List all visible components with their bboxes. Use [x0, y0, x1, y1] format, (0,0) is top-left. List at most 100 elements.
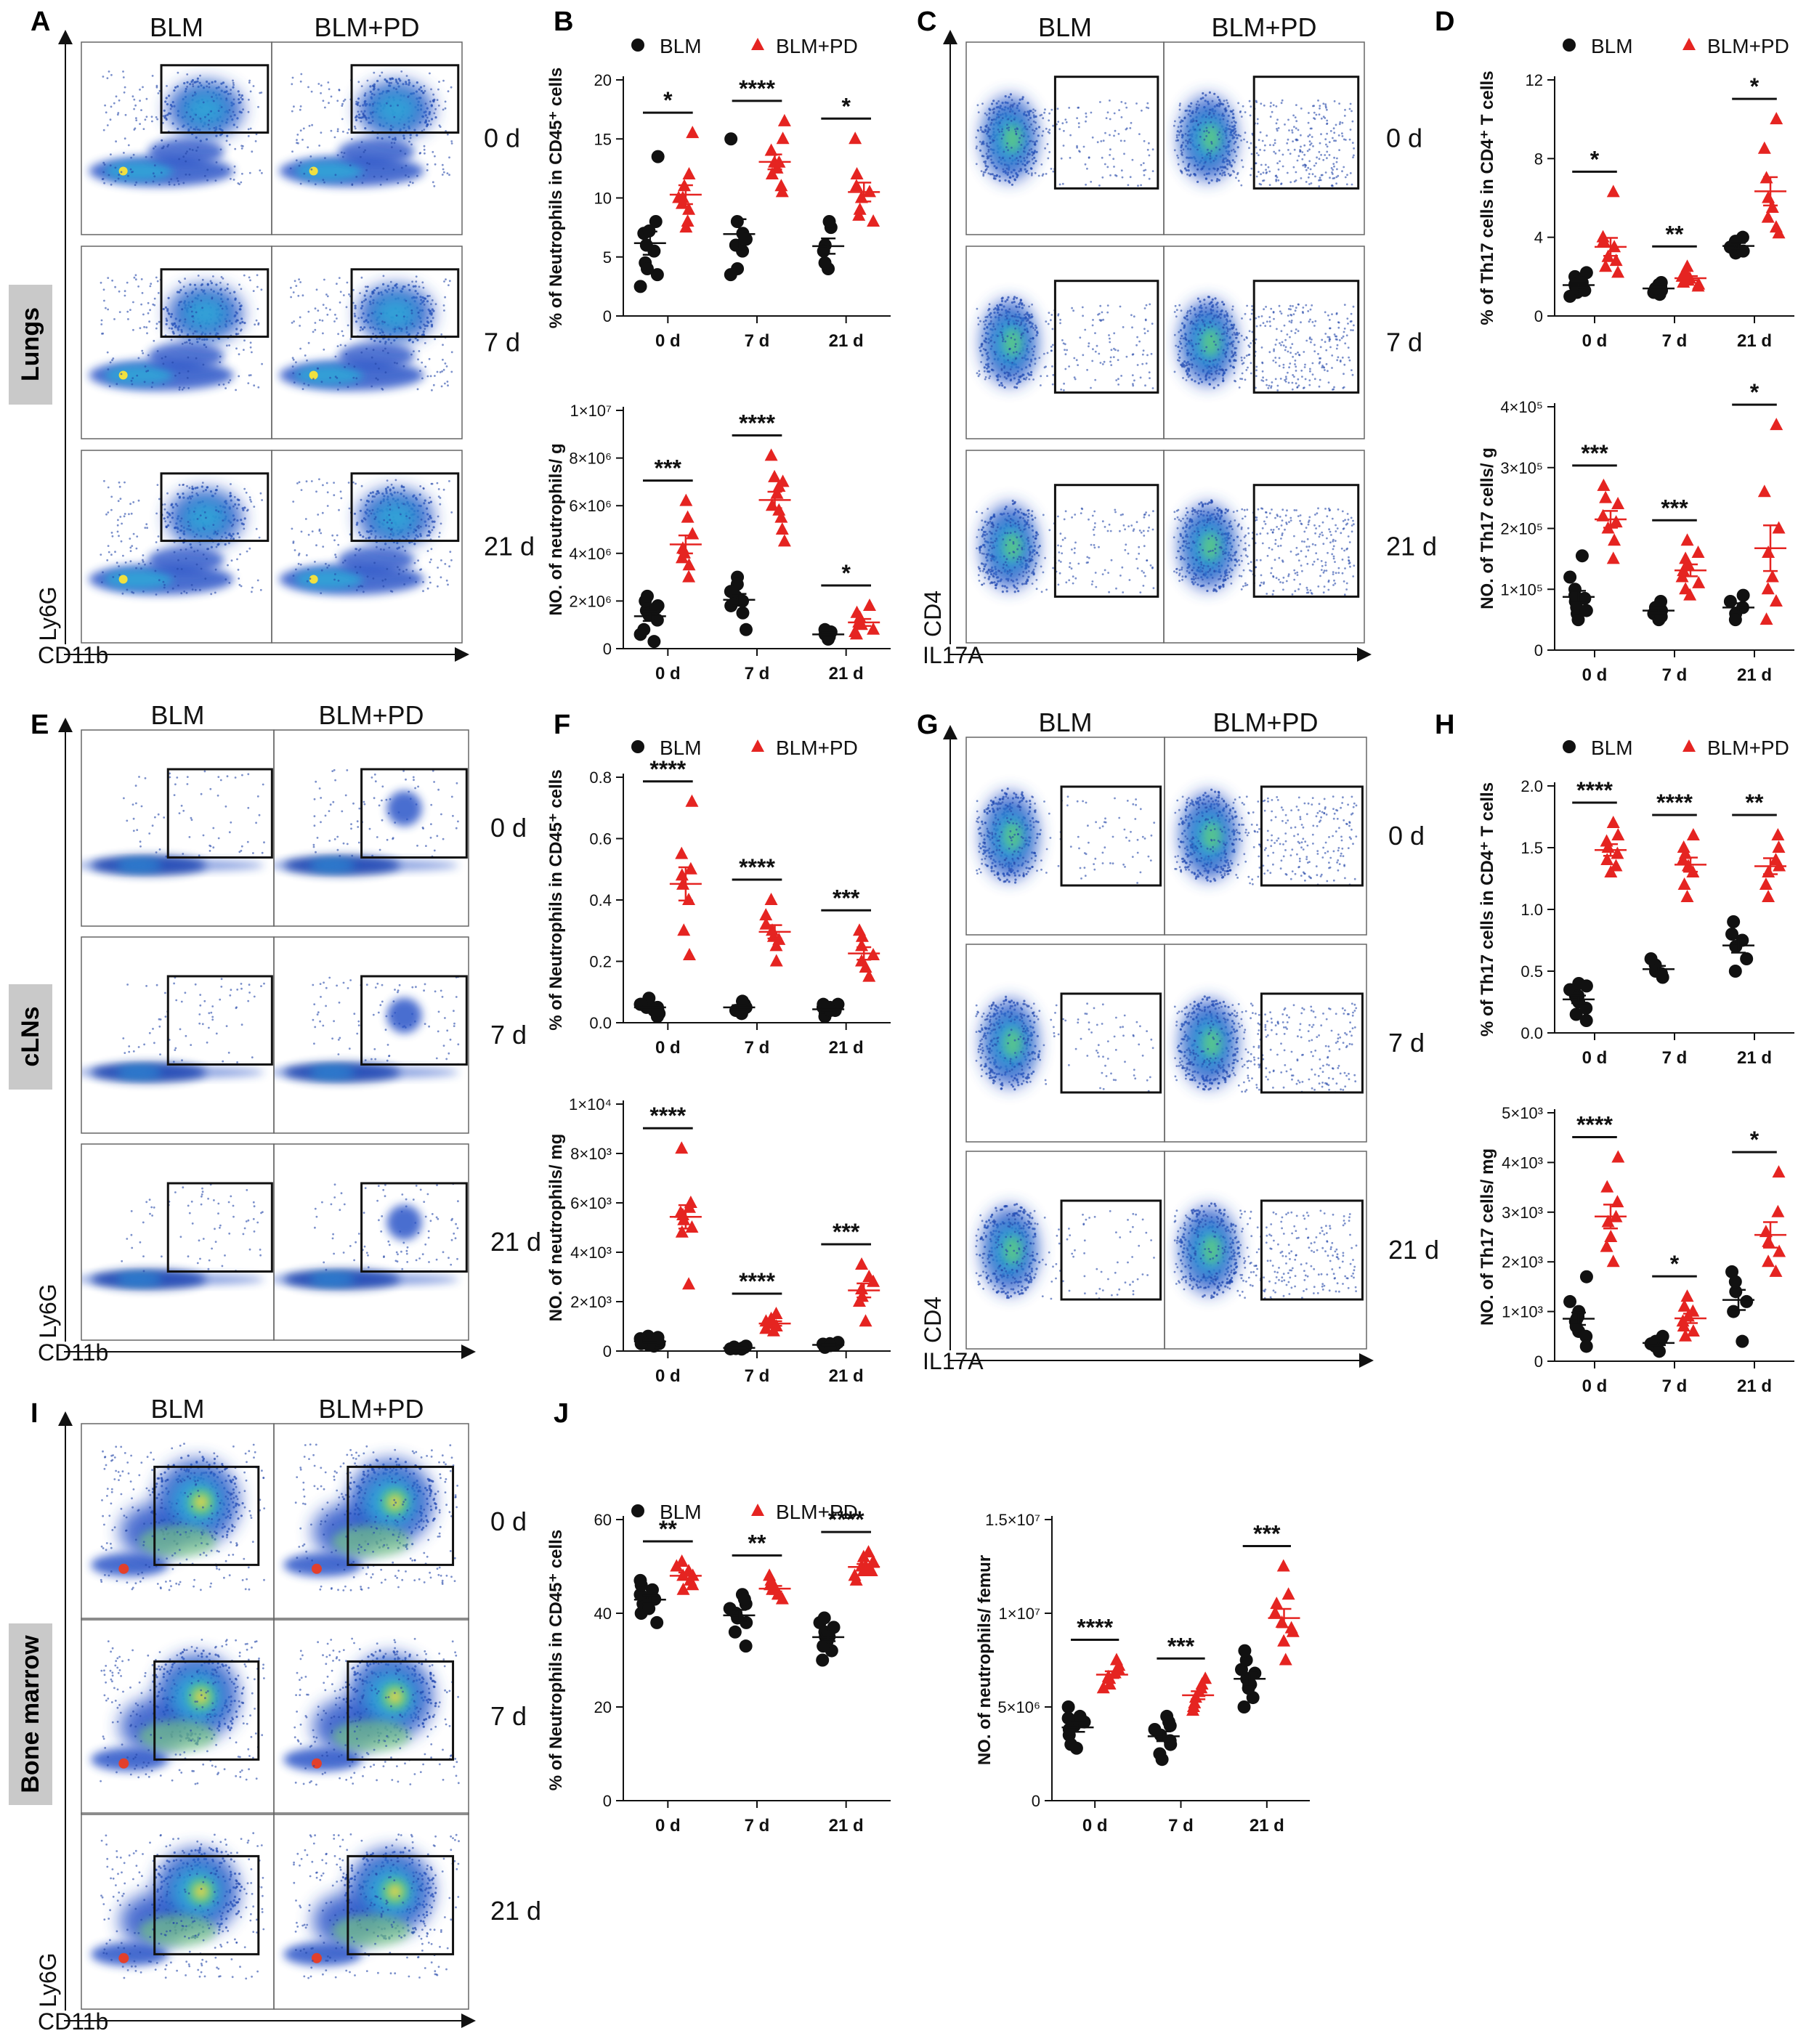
data-point-blm — [1579, 1002, 1593, 1015]
data-point-blmpd — [862, 969, 876, 982]
data-point-blmpd — [675, 551, 689, 564]
gate-box — [1053, 484, 1159, 598]
significance-label: ** — [748, 1530, 766, 1556]
data-point-blmpd — [1770, 112, 1783, 125]
data-point-blm — [739, 232, 753, 246]
gate-box — [347, 1854, 455, 1955]
data-point-blmpd — [1683, 38, 1696, 50]
data-point-blmpd — [1678, 846, 1692, 859]
data-point-blmpd — [867, 622, 880, 635]
y-tick-label: 8×10³ — [570, 1145, 612, 1163]
panel-letter-e: E — [31, 710, 49, 740]
y-tick-label: 0.0 — [1520, 1024, 1543, 1042]
y-tick-label: 6×10³ — [570, 1194, 612, 1212]
y-tick-label: 40 — [594, 1605, 612, 1623]
timepoint-label: 21 d — [1386, 532, 1437, 561]
data-point-blmpd — [1609, 254, 1623, 267]
data-point-blm — [640, 589, 654, 603]
data-point-blmpd — [768, 469, 782, 482]
data-point-blmpd — [1762, 890, 1775, 902]
gate-box — [1053, 280, 1159, 394]
x-tick-label: 0 d — [1582, 331, 1608, 351]
y-tick-label: 0.0 — [589, 1014, 612, 1032]
y-tick-label: 8×10⁶ — [569, 450, 612, 468]
significance-label: *** — [1661, 495, 1688, 521]
data-point-blmpd — [769, 954, 783, 967]
timepoint-label: 21 d — [1388, 1235, 1439, 1265]
timepoint-label: 7 d — [490, 1701, 527, 1731]
data-point-blmpd — [777, 113, 791, 126]
data-point-blm — [1736, 244, 1750, 258]
data-point-blmpd — [764, 448, 778, 461]
gate-box — [347, 1465, 455, 1566]
significance-label: * — [1750, 1127, 1760, 1153]
data-point-blm — [1727, 1305, 1741, 1318]
data-point-blm — [649, 215, 663, 228]
data-point-blmpd — [1765, 200, 1779, 214]
data-point-blmpd — [1760, 612, 1773, 625]
panel-letter-h: H — [1435, 710, 1454, 740]
group-header-blm: BLM — [150, 700, 204, 730]
gate-box — [153, 1660, 260, 1761]
significance-label: * — [663, 87, 673, 113]
significance-label: ** — [1666, 221, 1684, 247]
data-point-blmpd — [855, 1289, 869, 1302]
flow-plot-blm-0d — [965, 41, 1165, 235]
y-tick-label: 0 — [603, 1792, 612, 1810]
y-axis-label: Ly6G — [35, 1283, 61, 1338]
y-tick-label: 20 — [594, 1698, 612, 1716]
flow-plot-blm-0d — [965, 737, 1165, 936]
legend-label-blmpd: BLM+PD — [776, 1501, 858, 1523]
gate-box — [1060, 785, 1162, 887]
y-axis-label: Ly6G — [35, 1952, 61, 2007]
legend-label-blmpd: BLM+PD — [1707, 35, 1789, 57]
group-header-blmpd: BLM+PD — [314, 12, 419, 42]
tissue-label-lungs: Lungs — [9, 285, 52, 405]
data-point-blmpd — [1096, 1681, 1110, 1694]
data-point-blmpd — [1103, 1677, 1117, 1690]
data-point-blmpd — [849, 179, 863, 192]
data-point-blmpd — [849, 131, 862, 145]
timepoint-label: 21 d — [484, 532, 535, 561]
data-point-blm — [1652, 1345, 1666, 1358]
x-tick-label: 21 d — [1737, 331, 1772, 351]
flow-plot-blmpd-21d — [273, 1812, 469, 2010]
legend-label-blm: BLM — [1591, 35, 1633, 57]
legend-label-blm: BLM — [1591, 737, 1633, 759]
data-point-blmpd — [686, 527, 700, 540]
x-tick-label: 0 d — [1582, 665, 1608, 685]
y-axis-title: % of Th17 cells in CD4⁺ T cells — [1478, 70, 1497, 325]
y-tick-label: 0.4 — [589, 891, 612, 909]
legend-marker-blm — [631, 38, 644, 52]
data-point-blm — [1061, 1711, 1075, 1725]
data-point-blmpd — [682, 569, 696, 583]
y-axis-title: % of Neutrophils in CD45⁺ cells — [546, 68, 566, 328]
timepoint-label: 7 d — [1386, 328, 1422, 357]
gate-box — [1252, 280, 1360, 394]
data-point-blm — [736, 606, 750, 620]
data-point-blm — [649, 601, 663, 615]
x-axis-label: CD11b — [38, 2008, 108, 2035]
gate-box — [1053, 76, 1159, 190]
data-point-blm — [731, 1611, 745, 1625]
data-point-blmpd — [1680, 890, 1694, 902]
data-point-blm — [724, 268, 737, 282]
gate-box — [153, 1854, 260, 1955]
data-point-blmpd — [1270, 1597, 1284, 1610]
data-point-blmpd — [855, 1282, 869, 1294]
data-point-blmpd — [1761, 210, 1775, 223]
significance-label: **** — [649, 1103, 686, 1129]
significance-label: **** — [739, 76, 775, 102]
flow-plot-blmpd-0d — [1163, 41, 1365, 235]
gate-box — [166, 975, 273, 1066]
legend-label-blmpd: BLM+PD — [776, 737, 858, 759]
data-point-blmpd — [1611, 1150, 1625, 1163]
data-point-blmpd — [682, 167, 696, 179]
data-point-blmpd — [1599, 259, 1613, 272]
data-point-blmpd — [1686, 828, 1700, 840]
significance-label: *** — [833, 1219, 860, 1245]
scatter-chart-h1: BLM BLM+PD 0.0 0.5 1.0 1.5 2.0 % of Th17 cells … — [1478, 737, 1794, 1068]
y-axis-title: NO. of neutrophils/ femur — [975, 1555, 995, 1765]
